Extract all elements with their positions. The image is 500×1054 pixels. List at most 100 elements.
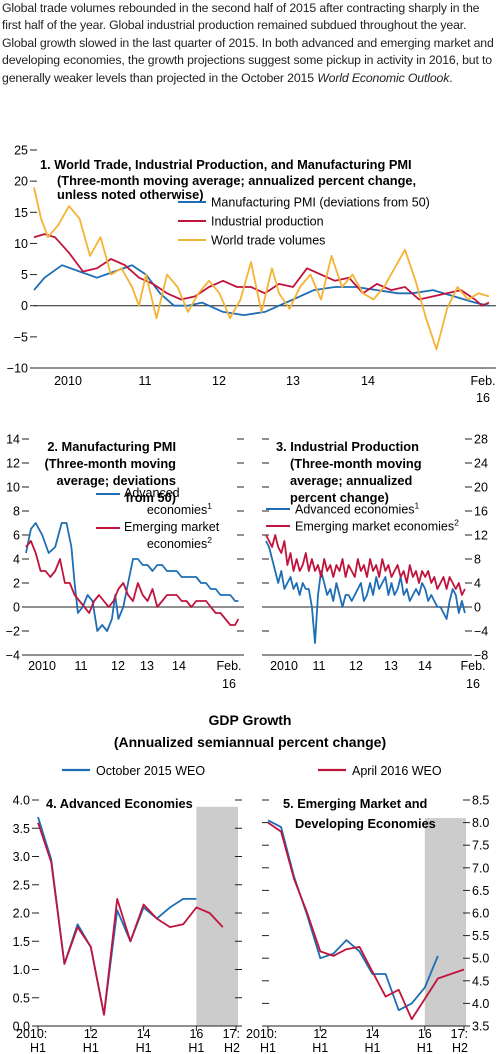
panel2-ytick-label: −4 [6, 649, 20, 663]
panel1-ytick-label: 15 [14, 206, 28, 220]
panel2-ytick-label: 2 [13, 577, 20, 591]
panel2-legend-label: Emerging market [124, 520, 220, 534]
panel3-xtick-label: 14 [418, 659, 432, 673]
panel4-ytick-label: 0.0 [13, 1020, 30, 1034]
panel4-xtick-label: H1 [188, 1041, 204, 1054]
panel5-ytick-label: 7.5 [472, 839, 489, 853]
panel5-series-blue-line [267, 819, 439, 1012]
panel1-ytick-label: 20 [14, 175, 28, 189]
panel3-title-line: (Three-month moving [290, 456, 422, 471]
panel3-ytick-label: 28 [474, 433, 488, 447]
panel1-series-red-line [33, 233, 490, 307]
panel1-ytick-label: 0 [21, 299, 28, 313]
panel3-legend-footnote: 2 [454, 518, 459, 528]
intro-italic-title: World Economic Outlook [317, 70, 450, 85]
panel3-ytick-label: 12 [474, 529, 488, 543]
panel5-title-line: Developing Economies [295, 816, 436, 831]
panel2-ytick-label: 0 [13, 601, 20, 615]
panel4-frame: 4.0 3.5 3.0 2.5 2.0 1.5 1.0 0.5 0.0 4. Advanced E… [13, 794, 242, 1034]
panel5-ytick-label: 6.5 [472, 884, 489, 898]
panel1-xtick-label: 11 [139, 374, 152, 388]
panel2-xtick-label: 13 [140, 659, 154, 673]
panel5-projection-shade [424, 818, 466, 1026]
panel1-legend-label: Manufacturing PMI (deviations from 50) [211, 196, 430, 210]
panel3-ytick-label: 20 [474, 481, 488, 495]
panel2-ytick-label: 6 [13, 529, 20, 543]
panel3-xtick-label: Feb. [460, 659, 485, 673]
gdp-section-title: GDP Growth [209, 712, 292, 728]
panel1-xtick-label: 16 [476, 391, 490, 405]
panel1-ytick-label: −10 [7, 362, 28, 376]
panel1-xtick-label: Feb. [470, 374, 495, 388]
gdp-section-subtitle: (Annualized semiannual percent change) [114, 734, 386, 750]
gdp-legend-apr-label: April 2016 WEO [352, 764, 442, 778]
panel2-ytick-label: 4 [13, 553, 20, 567]
panel2-xtick-label: 2010 [28, 659, 56, 673]
panel1-frame: 25 20 15 10 5 0 −5 −10 1. World Trade, Industria… [7, 144, 496, 376]
panel1-ytick-label: 10 [14, 237, 28, 251]
panel3-ytick-label: −4 [474, 625, 488, 639]
panel5-xtick-label: H1 [312, 1041, 328, 1054]
panel4-xtick-label: H1 [83, 1041, 99, 1054]
panel4-ytick-label: 1.0 [13, 963, 30, 977]
panel1-ytick-label: 25 [14, 144, 28, 158]
panel3-ytick-label: 4 [474, 577, 481, 591]
panel3-ytick-label: 8 [474, 553, 481, 567]
panel3-title-line: percent change) [290, 490, 389, 505]
panel5-ytick-label: 6.0 [472, 907, 489, 921]
panel4-ytick-label: 1.5 [13, 935, 30, 949]
panel4-ytick-label: 3.5 [13, 822, 30, 836]
panel3-series-blue-line [265, 540, 466, 644]
panel4-title-line: 4. Advanced Economies [46, 796, 193, 811]
panel5-xtick-label: 17: [451, 1027, 468, 1041]
panel3-legend-footnote: 1 [415, 501, 420, 511]
panel2-ytick-label: −2 [6, 625, 20, 639]
panel1-legend-label: World trade volumes [211, 234, 325, 248]
panel2-series-red-line [25, 540, 240, 626]
panel5-xtick-label: H2 [452, 1041, 468, 1054]
panel5-xtick-label: 16 [418, 1027, 432, 1041]
panel5-ytick-label: 4.5 [472, 974, 489, 988]
panel2-title-line: (Three-month moving [44, 456, 176, 471]
panel5-title-line: 5. Emerging Market and [283, 796, 427, 811]
panel3-xtick-label: 13 [384, 659, 398, 673]
panel3-xtick-label: 2010 [270, 659, 298, 673]
panel3-legend-label: Emerging market economies2 [295, 518, 459, 534]
panel2-legend-footnote: 2 [207, 535, 212, 545]
panel3-legend-label: Advanced economies1 [295, 501, 420, 517]
panel4-series-red-line [37, 822, 224, 1016]
panel4-ytick-label: 0.5 [13, 991, 30, 1005]
panel3-series-red-line [265, 534, 466, 596]
panel1-title-line: unless noted otherwise) [57, 187, 203, 202]
panel5-ytick-label: 8.0 [472, 816, 489, 830]
panel1-legend-label: Industrial production [211, 215, 324, 229]
panel3-xtick-label: 11 [313, 659, 326, 673]
intro-end: . [449, 70, 453, 85]
panel3-ytick-label: 16 [474, 505, 488, 519]
panel1-series-gold-line [33, 187, 490, 351]
panel5-ytick-label: 3.5 [472, 1020, 489, 1034]
panel5-xtick-label: 14 [366, 1027, 380, 1041]
panel2-title-line: 2. Manufacturing PMI [47, 439, 176, 454]
panel2-xtick-label: 16 [222, 677, 236, 691]
panel4-projection-shade [196, 806, 238, 1026]
gdp-legend-oct-label: October 2015 WEO [96, 764, 205, 778]
panel3-ytick-label: 0 [474, 601, 481, 615]
panel5-xtick-label: H1 [365, 1041, 381, 1054]
panel1-title-line: 1. World Trade, Industrial Production, a… [40, 157, 412, 172]
panel5-ytick-label: 5.5 [472, 929, 489, 943]
panel2-series-blue-line [25, 522, 239, 632]
panel4-ytick-label: 2.5 [13, 878, 30, 892]
panel4-series-blue-line [37, 816, 197, 1016]
panel1-series-blue-line [33, 264, 490, 317]
panel2-xtick-label: 11 [75, 659, 88, 673]
panel4-xtick-label: 12 [84, 1027, 98, 1041]
panel5-ytick-label: 8.5 [472, 794, 489, 808]
panel1-xtick-label: 2010 [54, 374, 82, 388]
panel2-legend-label: economies1 [147, 501, 212, 517]
panel4-ytick-label: 4.0 [13, 794, 30, 808]
panel3-xtick-label: 16 [466, 677, 480, 691]
panel5-xtick-label: H1 [417, 1041, 433, 1054]
